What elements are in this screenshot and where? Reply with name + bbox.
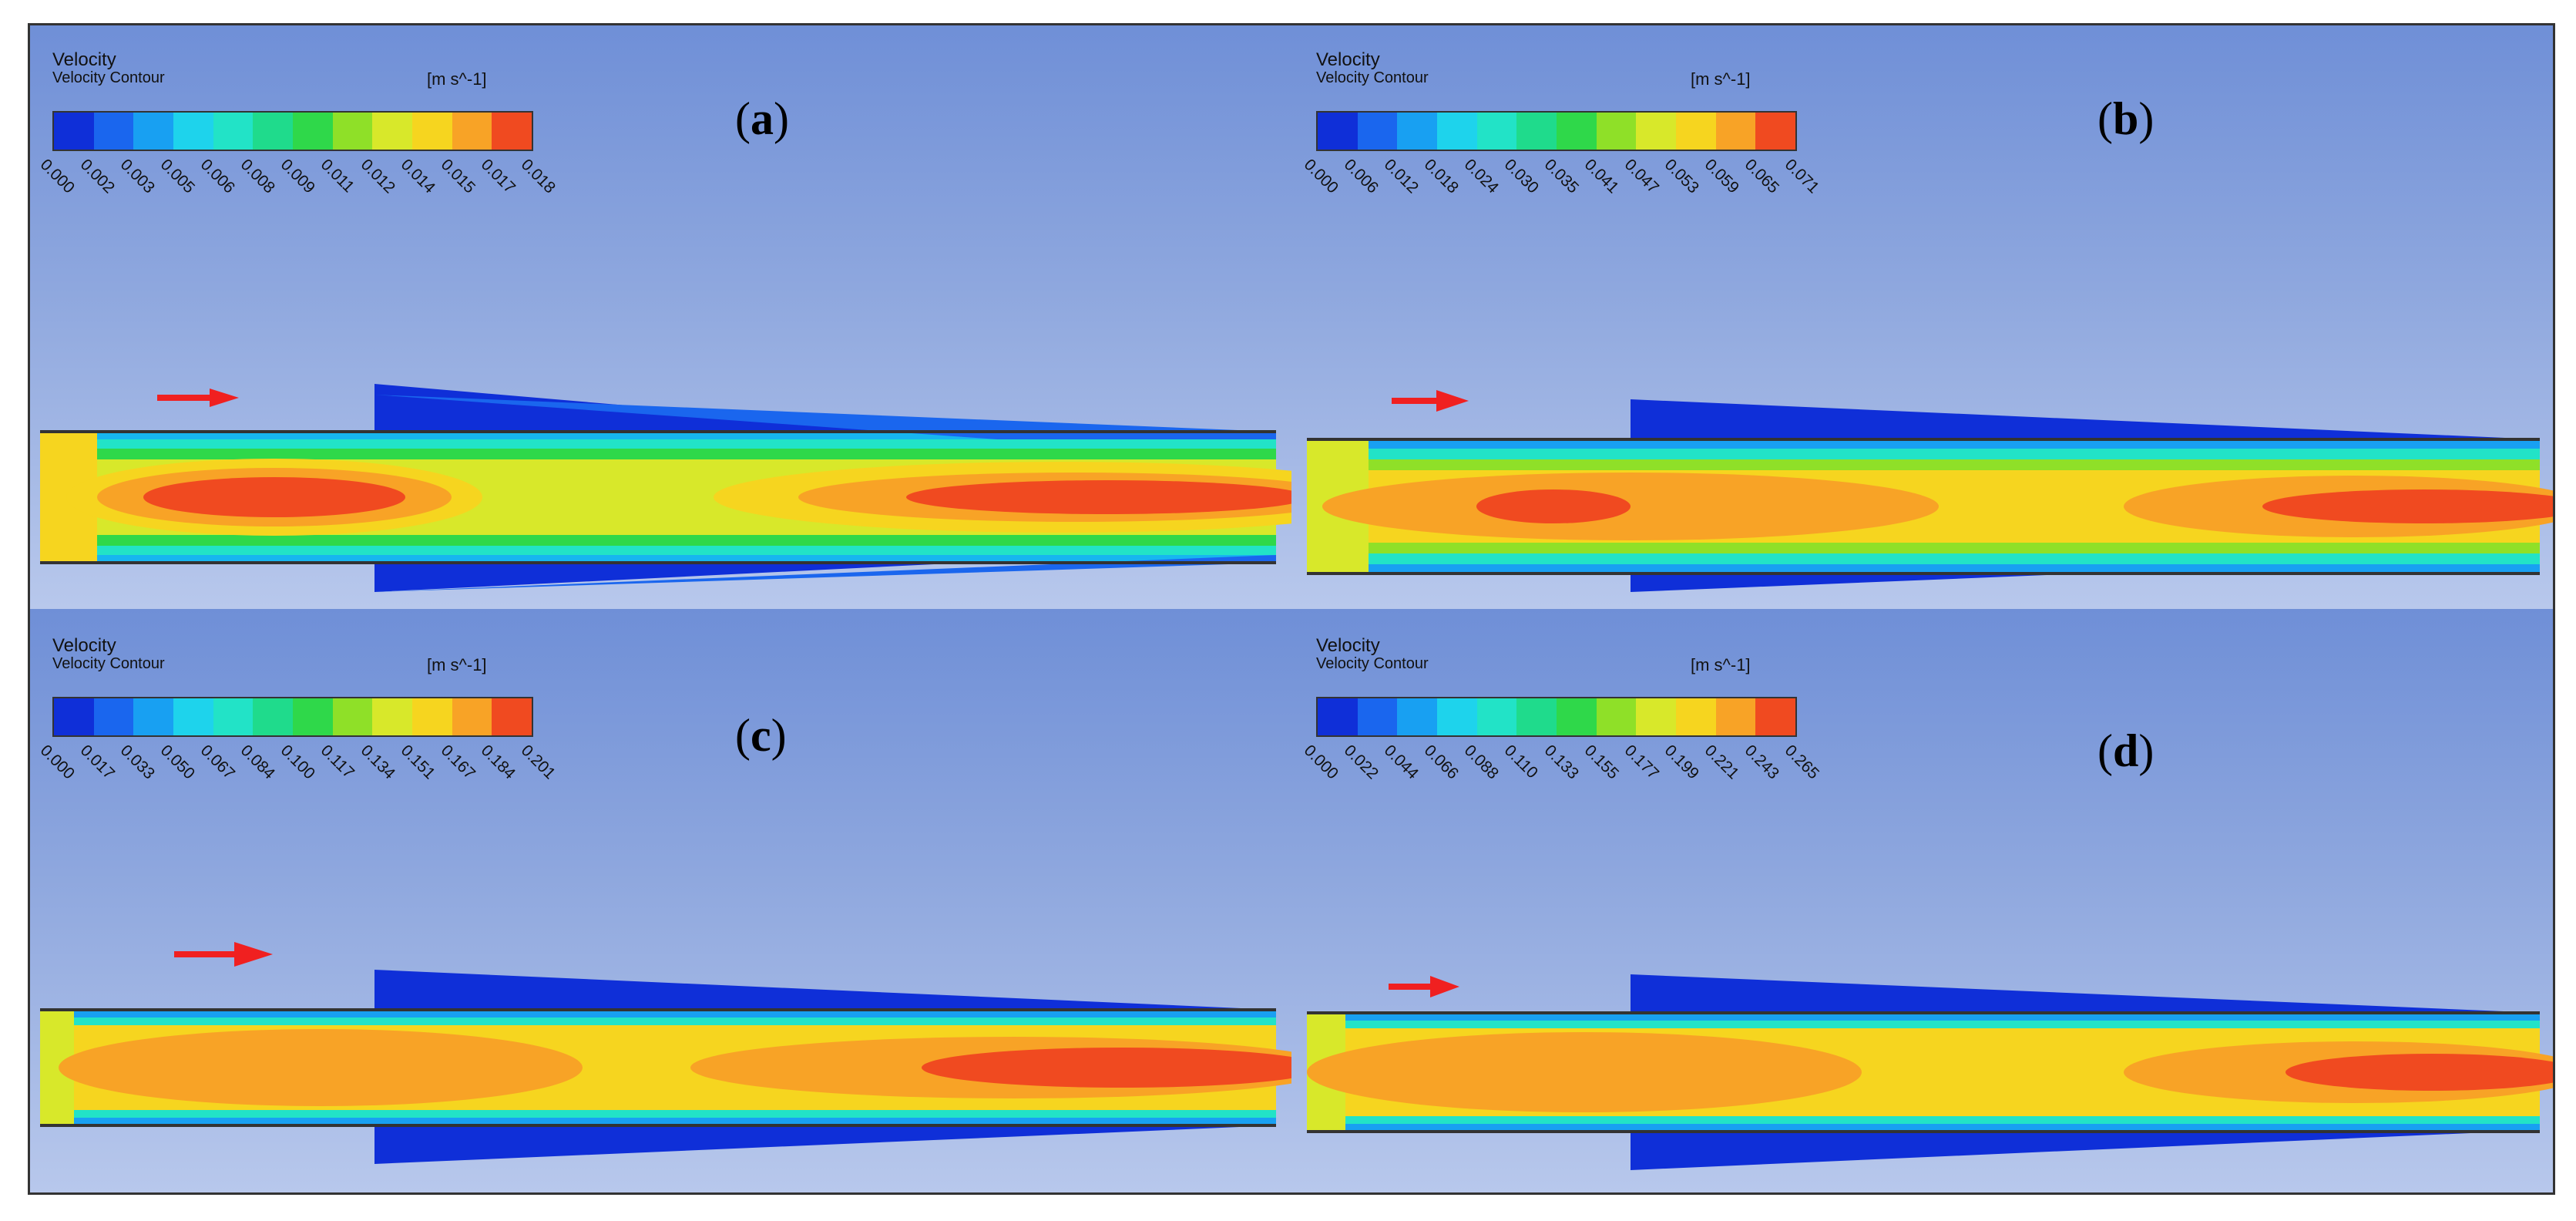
colorbar-cell [1636,113,1677,150]
colorbar-cell [1318,113,1358,150]
colorbar-cell [93,698,134,735]
colorbar-cell [1437,113,1477,150]
colorbar-cell [1397,698,1438,735]
flow-direction-arrow-icon [174,942,273,967]
legend-title: Velocity [52,635,116,656]
colorbar-cell [1357,698,1398,735]
colorbar-cell [372,698,413,735]
colorbar-cell [133,698,174,735]
panel-a: Velocity Velocity Contour [m s^-1] 0.000… [28,23,1291,609]
legend-subtitle: Velocity Contour [1316,655,1429,672]
legend-unit: [m s^-1] [427,69,487,89]
colorbar-cell [1476,113,1517,150]
colorbar-cell [213,698,254,735]
panel-b: Velocity Velocity Contour [m s^-1] 0.000… [1291,23,2555,609]
colorbar-cell [1596,113,1637,150]
colorbar-cell [213,113,254,150]
colorbar-cell [54,698,94,735]
colorbar [52,111,533,151]
colorbar-cell [293,113,333,150]
colorbar-cell [1596,698,1637,735]
colorbar-cell [492,698,532,735]
legend-subtitle: Velocity Contour [1316,69,1429,86]
colorbar-cell [293,698,333,735]
legend-title: Velocity [52,49,116,70]
legend-subtitle: Velocity Contour [52,69,165,86]
colorbar-cell [1676,698,1716,735]
colorbar-cell [1755,113,1796,150]
legend-unit: [m s^-1] [1691,69,1751,89]
colorbar-cell [1516,113,1557,150]
colorbar-cell [1715,698,1756,735]
colorbar-cell [492,113,532,150]
colorbar-cell [1357,113,1398,150]
colorbar-cell [133,113,174,150]
colorbar-cell [332,113,373,150]
colorbar-cell [372,113,413,150]
colorbar-cell [1318,698,1358,735]
colorbar-cell [253,698,294,735]
panel-d: Velocity Velocity Contour [m s^-1] 0.000… [1291,609,2555,1195]
nozzle-contour [40,942,1291,1164]
flow-direction-arrow-icon [1389,976,1459,997]
colorbar [52,697,533,737]
colorbar-cell [1476,698,1517,735]
colorbar-cell [1437,698,1477,735]
colorbar-cell [1557,698,1597,735]
panel-label: (b) [2097,93,2155,144]
colorbar-cell [1676,113,1716,150]
colorbar-cell [452,113,492,150]
nozzle-contour [1307,974,2555,1170]
flow-direction-arrow-icon [1392,390,1469,412]
panel-c: Velocity Velocity Contour [m s^-1] 0.000… [28,609,1291,1195]
colorbar-cell [412,113,452,150]
colorbar-cell [1397,113,1438,150]
panel-label: (a) [735,93,789,144]
colorbar-cell [93,113,134,150]
colorbar-cell [1636,698,1677,735]
colorbar [1316,697,1797,737]
colorbar-cell [332,698,373,735]
colorbar-cell [1516,698,1557,735]
colorbar [1316,111,1797,151]
legend-unit: [m s^-1] [1691,655,1751,674]
colorbar-cell [54,113,94,150]
panel-label: (d) [2097,725,2155,776]
colorbar-cell [1557,113,1597,150]
legend-unit: [m s^-1] [427,655,487,674]
legend-subtitle: Velocity Contour [52,655,165,672]
colorbar-cell [1755,698,1796,735]
panel-label: (c) [735,710,787,761]
nozzle-contour [1307,390,2555,592]
colorbar-cell [412,698,452,735]
legend-title: Velocity [1316,49,1380,70]
nozzle-contour [40,384,1291,592]
colorbar-cell [1715,113,1756,150]
legend-title: Velocity [1316,635,1380,656]
colorbar-cell [173,698,213,735]
colorbar-cell [253,113,294,150]
flow-direction-arrow-icon [157,388,239,407]
colorbar-cell [452,698,492,735]
colorbar-cell [173,113,213,150]
